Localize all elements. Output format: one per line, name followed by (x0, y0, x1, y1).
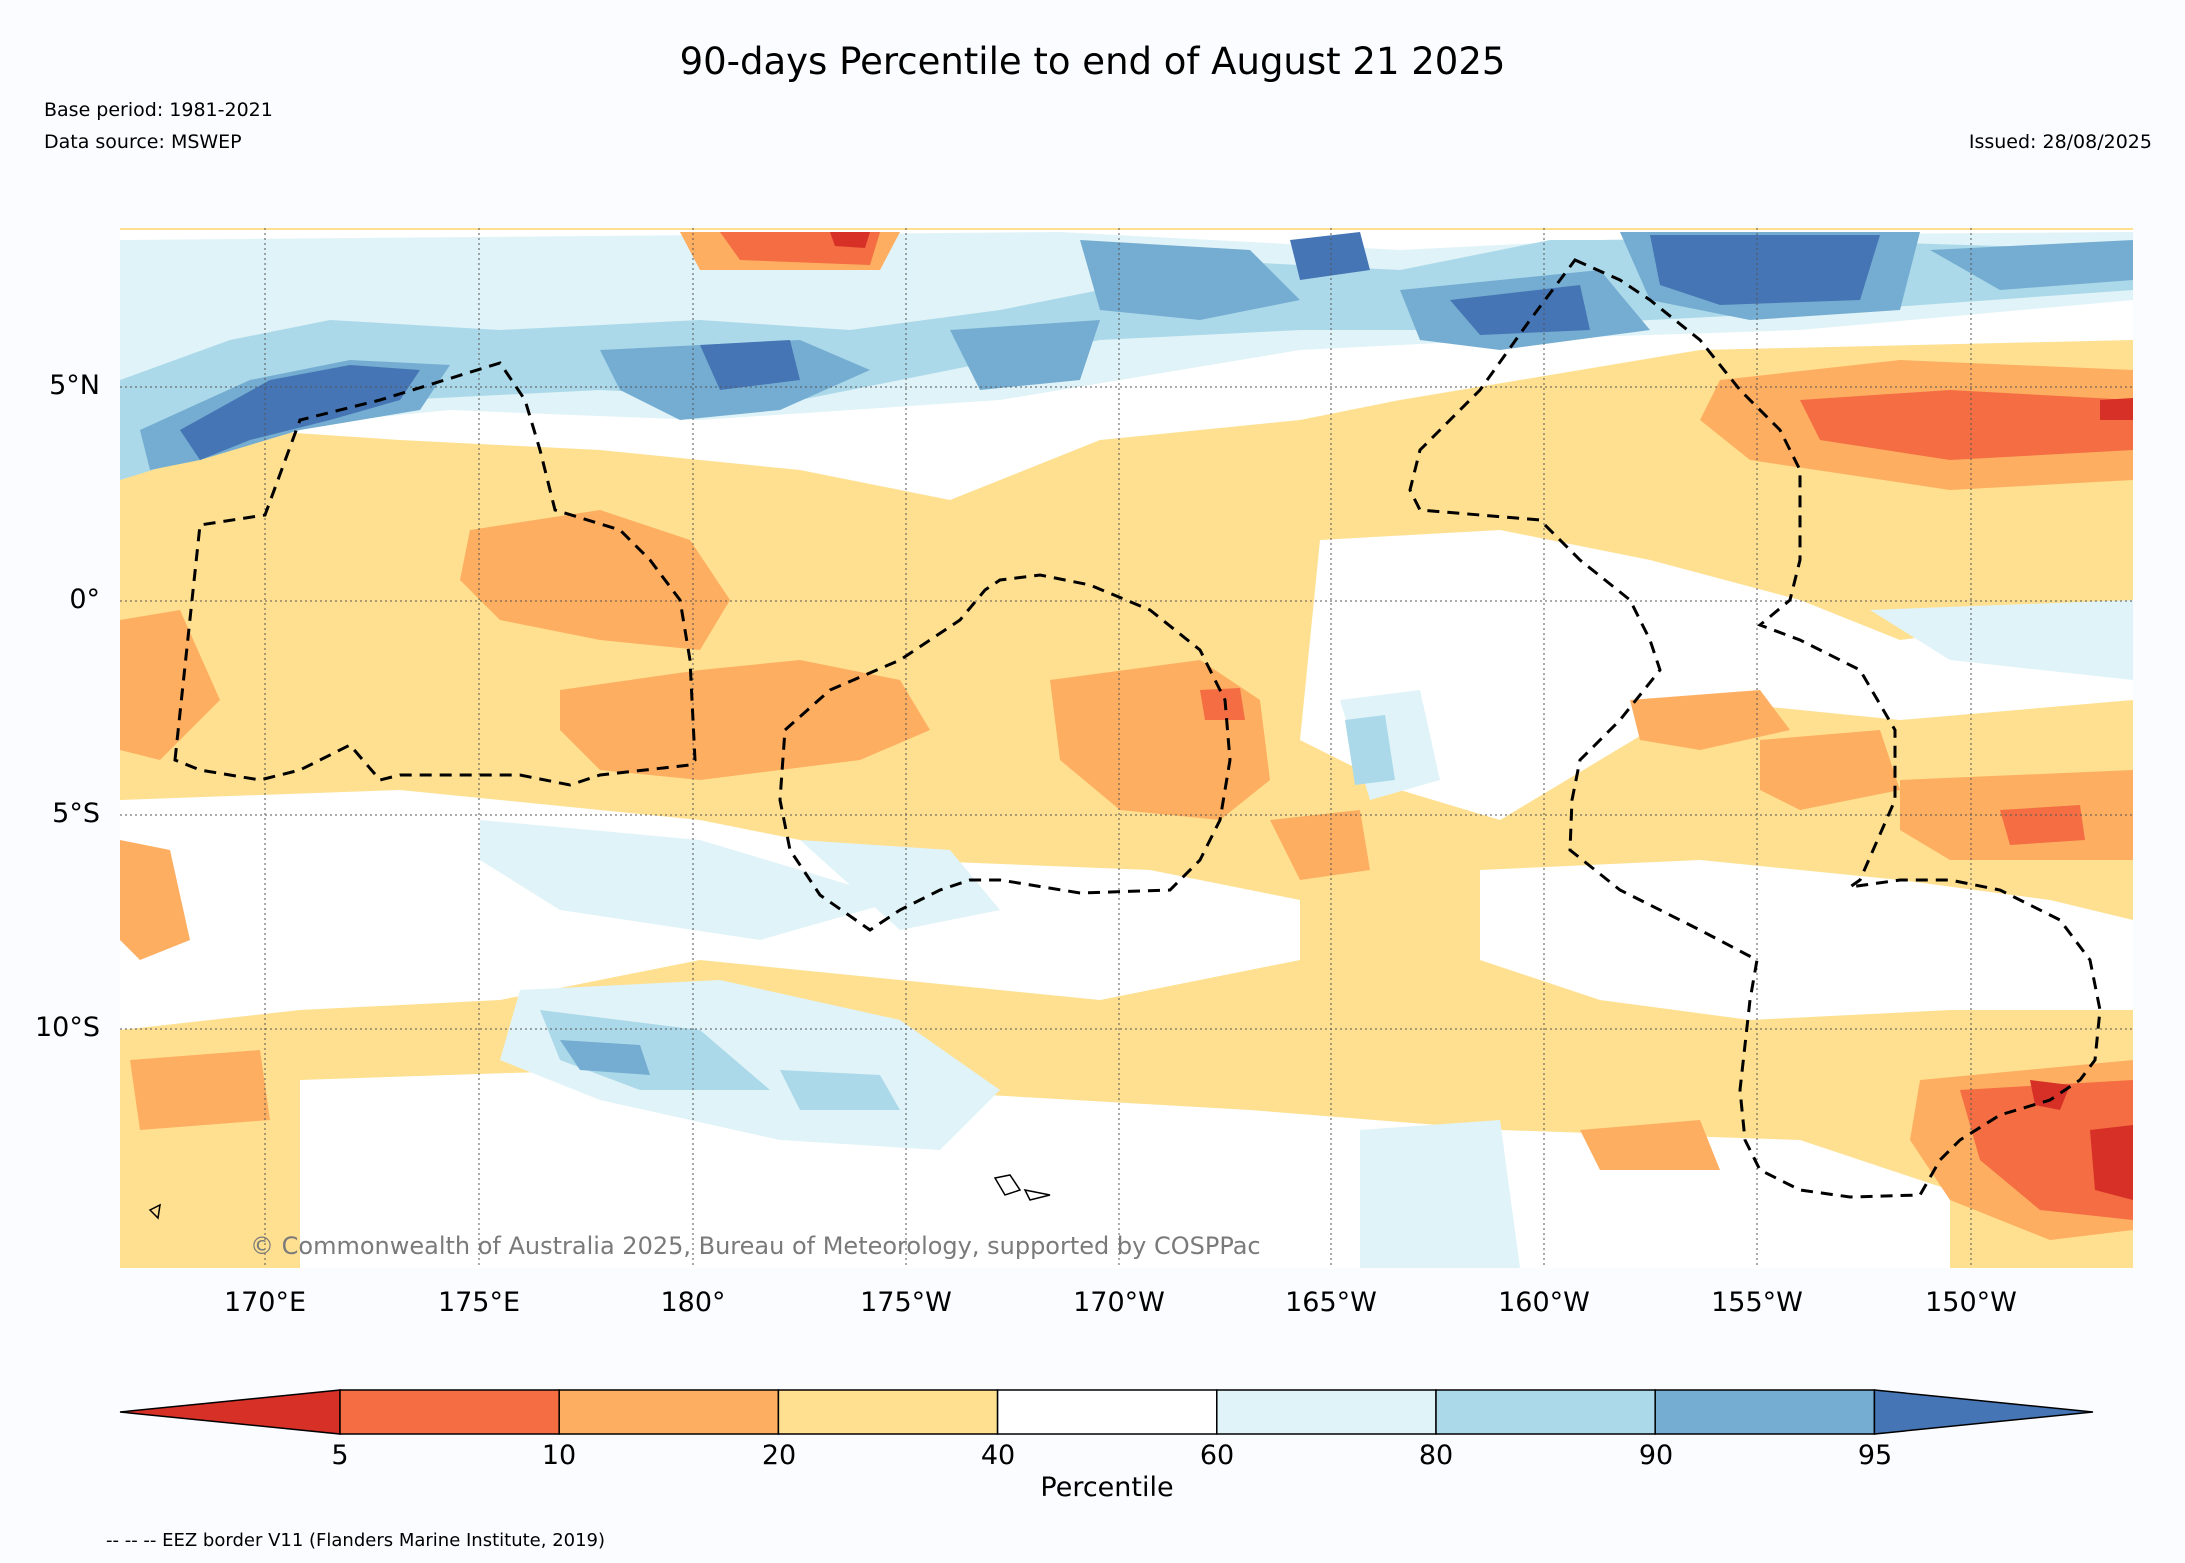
eez-border (1408, 258, 2102, 1199)
region-gt-95 (1650, 235, 1880, 305)
lon-tick: 175°W (860, 1287, 952, 1318)
lon-tick: 170°E (223, 1287, 307, 1318)
colorbar-tick: 95 (1857, 1440, 1893, 1471)
region-10-20 (560, 660, 930, 780)
lon-tick: 180° (660, 1287, 726, 1318)
colorbar-segment (1216, 1389, 1437, 1435)
copyright-text: © Commonwealth of Australia 2025, Bureau… (250, 1232, 1261, 1260)
region-10-20 (1760, 730, 1900, 810)
colorbar-extend-high (1873, 1389, 2094, 1435)
colorbar-tick: 90 (1638, 1440, 1674, 1471)
region-90-95 (1080, 240, 1300, 320)
region-90-95 (560, 1040, 650, 1075)
issued-date: Issued: 28/08/2025 (1968, 131, 2152, 153)
map-title: 90-days Percentile to end of August 21 2… (679, 40, 1506, 83)
region-gt-95 (1450, 285, 1590, 335)
island-outline (148, 1203, 161, 1220)
lat-tick-10s: 10°S (35, 1012, 100, 1043)
region-90-95 (950, 320, 1100, 390)
region-80-90 (780, 1070, 900, 1110)
region-90-95 (1930, 240, 2133, 290)
colorbar-tick: 60 (1199, 1440, 1235, 1471)
region-5-10 (1800, 390, 2133, 460)
region-10-20 (120, 610, 220, 760)
map-field (120, 228, 2133, 1268)
region-gt-95 (180, 365, 420, 460)
base-period: Base period: 1981-2021 (44, 99, 273, 121)
lon-tick: 155°W (1711, 1287, 1803, 1318)
region-80-90 (120, 240, 2133, 480)
eez-borders (173, 258, 2102, 1199)
eez-border (173, 361, 697, 787)
region-10-20 (460, 510, 730, 650)
region-5-10 (2000, 805, 2085, 845)
region-60-80 (1360, 1120, 1520, 1268)
lon-tick: 150°W (1925, 1287, 2017, 1318)
colorbar-segment (996, 1389, 1218, 1435)
colorbar-label: Percentile (1040, 1472, 1174, 1503)
lon-tick: 170°W (1073, 1287, 1165, 1318)
lat-tick-5s: 5°S (52, 798, 100, 829)
region-5-10 (1960, 1080, 2133, 1220)
region-lt-5 (2090, 1125, 2133, 1200)
region-lt-5 (2030, 1080, 2070, 1110)
region-60-80 (1870, 600, 2133, 680)
region-lt-5 (2100, 398, 2133, 420)
region-60-80 (480, 820, 900, 940)
region-40-60 (1300, 530, 2133, 820)
colorbar-tick: 80 (1418, 1440, 1454, 1471)
colorbar-tick: 40 (980, 1440, 1016, 1471)
region-80-90 (1345, 715, 1395, 785)
colorbar-extend-low (119, 1389, 341, 1435)
lon-tick: 165°W (1285, 1287, 1377, 1318)
colorbar-segment (1654, 1389, 1876, 1435)
lon-tick: 160°W (1498, 1287, 1590, 1318)
eez-border (778, 573, 1232, 932)
region-5-10 (1200, 688, 1245, 720)
colorbar-segment (1435, 1389, 1656, 1435)
lon-tick: 175°E (437, 1287, 521, 1318)
colorbar (119, 1389, 2094, 1435)
islands (148, 1174, 1051, 1220)
eez-footnote: -- -- -- EEZ border V11 (Flanders Marine… (106, 1530, 606, 1551)
region-10-20 (1580, 1120, 1720, 1170)
colorbar-segment (339, 1389, 560, 1435)
colorbar-segment (558, 1389, 780, 1435)
colorbar-tick: 10 (541, 1440, 577, 1471)
region-60-80 (800, 840, 1000, 930)
region-gt-95 (700, 340, 800, 390)
colorbar-tick: 20 (761, 1440, 797, 1471)
lat-tick-0: 0° (69, 584, 100, 615)
data-source: Data source: MSWEP (44, 131, 242, 153)
region-10-20 (1270, 810, 1370, 880)
region-lt-5 (830, 232, 870, 248)
lat-tick-5n: 5°N (49, 370, 100, 401)
region-10-20 (1630, 690, 1790, 750)
colorbar-tick: 5 (331, 1440, 349, 1471)
region-10-20 (120, 840, 190, 960)
island-outline (993, 1174, 1022, 1196)
island-outline (1023, 1188, 1051, 1201)
region-10-20 (130, 1050, 270, 1130)
region-gt-95 (1290, 232, 1370, 280)
colorbar-segment (777, 1389, 999, 1435)
gridlines (120, 228, 2133, 1268)
